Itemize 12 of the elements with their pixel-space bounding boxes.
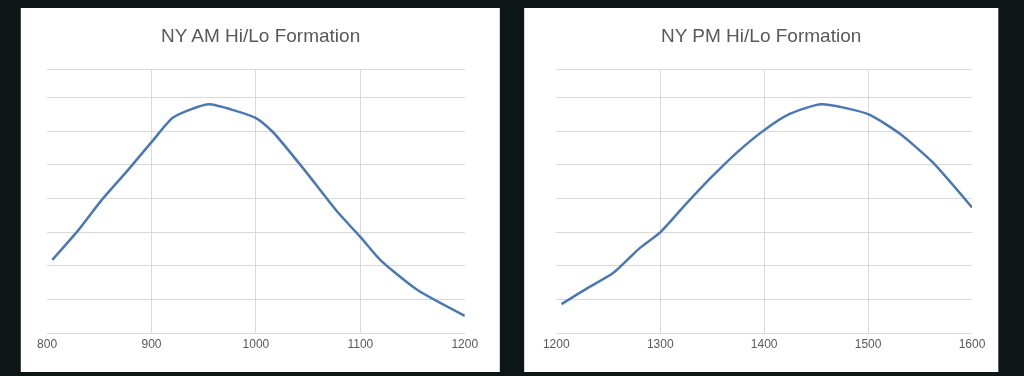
x-tick-label: 1600 <box>958 337 986 352</box>
x-tick-label: 1400 <box>750 337 778 352</box>
x-tick-label: 900 <box>141 337 162 352</box>
x-tick-label: 800 <box>37 337 58 352</box>
x-tick-label: 1200 <box>451 337 479 352</box>
x-tick-label: 1300 <box>646 337 674 352</box>
x-tick-label: 1000 <box>242 337 270 352</box>
x-tick-label: 1200 <box>542 337 570 352</box>
chart-title: NY AM Hi/Lo Formation <box>161 25 361 46</box>
x-tick-label: 1100 <box>347 337 374 352</box>
chart-title: NY PM Hi/Lo Formation <box>661 25 862 46</box>
x-tick-label: 1500 <box>854 337 882 352</box>
